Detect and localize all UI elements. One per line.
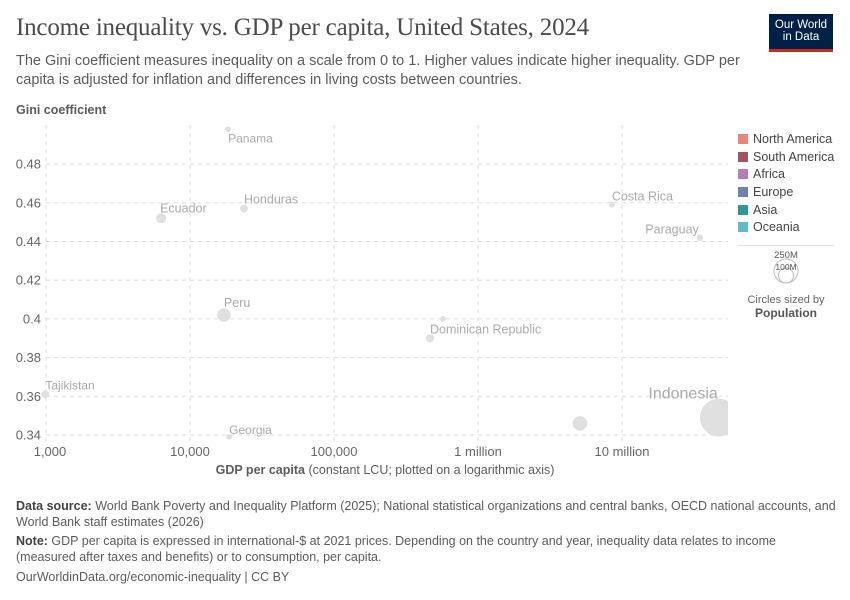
data-points [41,126,728,440]
y-tick-label: 0.4 [23,311,41,326]
tick-labels: 0.34 0.36 0.38 0.4 0.42 0.44 0.46 0.48 1,000 10,0… [16,157,650,459]
x-axis-label-rest: (constant LCU; plotted on a logarithmic … [304,463,555,477]
y-axis-label: Gini coefficient [16,103,107,117]
size-label-small: 100M [775,262,796,272]
gridlines [45,125,728,445]
point-label: Tajikistan [45,378,94,392]
source-label: Data source: [16,499,92,513]
point-label: Dominican Republic [430,322,541,336]
data-point [572,416,588,431]
data-point [240,204,248,213]
chart-subtitle: The Gini coefficient measures inequality… [16,53,740,88]
y-tick-label: 0.42 [16,273,41,288]
data-point [700,398,728,437]
legend-label: Africa [753,167,785,182]
y-tick-label: 0.38 [16,350,41,365]
owid-logo[interactable]: Our World in Data [769,14,833,52]
size-legend: 250M 100M Circles sized by Population [738,248,834,320]
point-label: Costa Rica [612,190,673,204]
y-tick-label: 0.48 [16,157,41,172]
source-text: World Bank Poverty and Inequality Platfo… [16,499,836,529]
y-tick-label: 0.34 [16,428,41,443]
x-axis-label: GDP per capita (constant LCU; plotted on… [0,463,770,477]
legend-item-south-america[interactable]: South America [738,148,834,166]
point-label: Peru [224,296,250,310]
point-label: Indonesia [648,386,717,403]
size-label-large: 250M [774,250,798,261]
legend-swatch [738,204,748,215]
legend-label: Europe [753,184,794,199]
x-tick-label: 100,000 [311,444,358,459]
data-point [41,390,50,399]
note-label: Note: [16,534,48,548]
point-label: Ecuador [160,201,207,215]
data-point [440,316,446,322]
point-label: Georgia [229,423,272,437]
legend-label: Asia [753,202,778,217]
x-tick-label: 1 million [454,444,502,459]
legend-label: Oceania [753,220,800,235]
data-point [217,308,231,322]
x-tick-label: 10,000 [170,444,210,459]
data-point [156,213,167,224]
data-point [225,126,231,133]
legend-item-oceania[interactable]: Oceania [738,218,834,236]
x-tick-label: 10 million [595,444,650,459]
legend-swatch [738,169,748,180]
size-circle-small [778,267,794,284]
legend-swatch [738,151,748,162]
data-point [696,234,703,241]
data-point [609,201,615,208]
note-text: GDP per capita is expressed in internati… [16,534,776,564]
y-tick-label: 0.36 [16,389,41,404]
point-label: Paraguay [645,223,699,237]
legend-item-africa[interactable]: Africa [738,165,834,183]
legend: North America South America Africa Europ… [738,130,834,247]
point-labels: Panama Ecuador Honduras Peru Dominican Repub… [45,131,718,437]
x-tick-label: 1,000 [34,444,67,459]
data-point [226,434,232,440]
data-point [426,334,434,343]
size-legend-caption: Circles sized by [747,294,825,306]
note: Note: GDP per capita is expressed in int… [16,533,836,565]
size-legend-circles: 250M 100M [773,250,799,284]
data-source: Data source: World Bank Poverty and Ineq… [16,498,836,530]
x-axis-label-bold: GDP per capita [215,463,305,477]
legend-item-north-america[interactable]: North America [738,130,834,148]
legend-item-europe[interactable]: Europe [738,183,834,201]
point-label: Panama [228,131,273,145]
legend-divider [738,245,834,247]
legend-label: South America [753,149,835,164]
size-legend-variable: Population [755,306,817,320]
legend-swatch [738,186,748,197]
legend-label: North America [753,131,833,146]
y-tick-label: 0.44 [16,234,41,249]
chart-title: Income inequality vs. GDP per capita, Un… [16,14,589,41]
legend-swatch [738,222,748,233]
point-label: Honduras [244,193,298,207]
legend-item-asia[interactable]: Asia [738,201,834,219]
legend-swatch [738,133,748,144]
y-tick-label: 0.46 [16,195,41,210]
footer-link[interactable]: OurWorldinData.org/economic-inequality |… [16,570,290,584]
